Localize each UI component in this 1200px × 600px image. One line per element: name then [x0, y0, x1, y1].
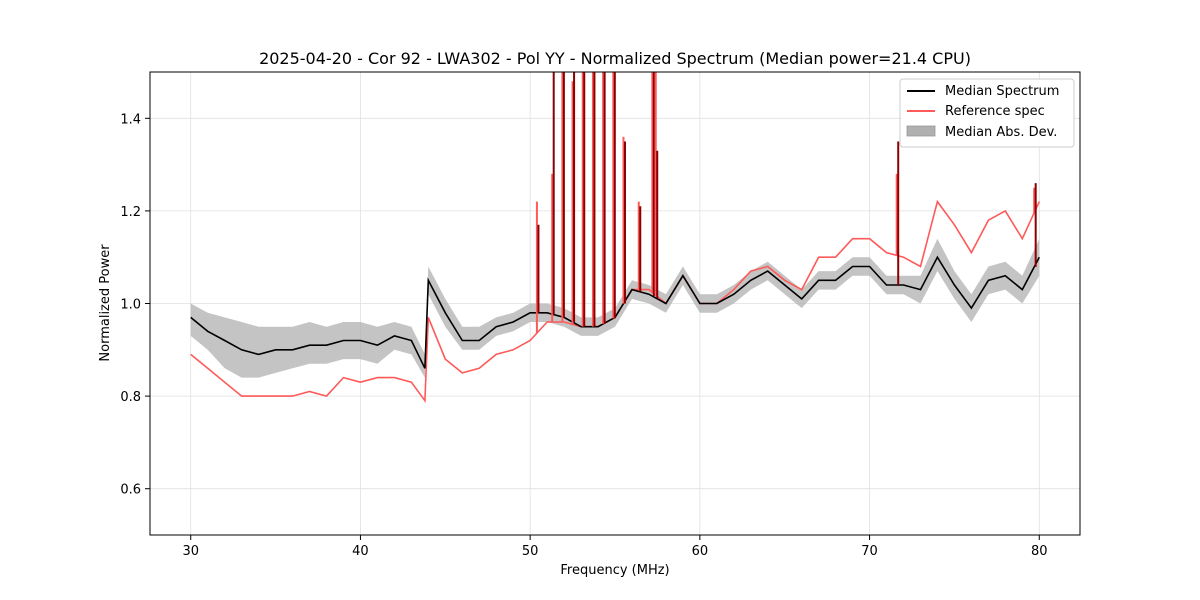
legend-box: [899, 78, 1075, 148]
y-tick-label: 0.6: [120, 483, 141, 498]
x-axis-ticks: 30 40 50 60 70 80: [182, 535, 1048, 559]
x-tick-label: 40: [352, 544, 369, 559]
x-tick-label: 70: [861, 544, 878, 559]
y-axis-ticks: 0.6 0.8 1.0 1.2 1.4: [120, 112, 150, 498]
y-tick-label: 1.2: [120, 205, 141, 220]
x-axis-label: Frequency (MHz): [560, 563, 669, 578]
x-tick-label: 30: [182, 544, 199, 559]
x-tick-label: 60: [692, 544, 709, 559]
plot-area: [190, 72, 1041, 404]
y-tick-label: 1.0: [120, 298, 141, 313]
legend-mad-label: Median Abs. Dev.: [945, 125, 1057, 140]
chart-title: 2025-04-20 - Cor 92 - LWA302 - Pol YY - …: [259, 49, 971, 68]
median-spectrum-line: [190, 255, 1041, 369]
legend: Median Spectrum Reference spec Median Ab…: [899, 78, 1075, 148]
y-tick-label: 1.4: [120, 112, 141, 127]
y-tick-label: 0.8: [120, 390, 141, 405]
legend-median-label: Median Spectrum: [945, 84, 1059, 99]
x-tick-label: 50: [522, 544, 539, 559]
legend-reference-label: Reference spec: [945, 104, 1045, 119]
x-tick-label: 80: [1031, 544, 1048, 559]
legend-mad-swatch: [906, 125, 936, 137]
y-axis-label: Normalized Power: [98, 244, 113, 362]
